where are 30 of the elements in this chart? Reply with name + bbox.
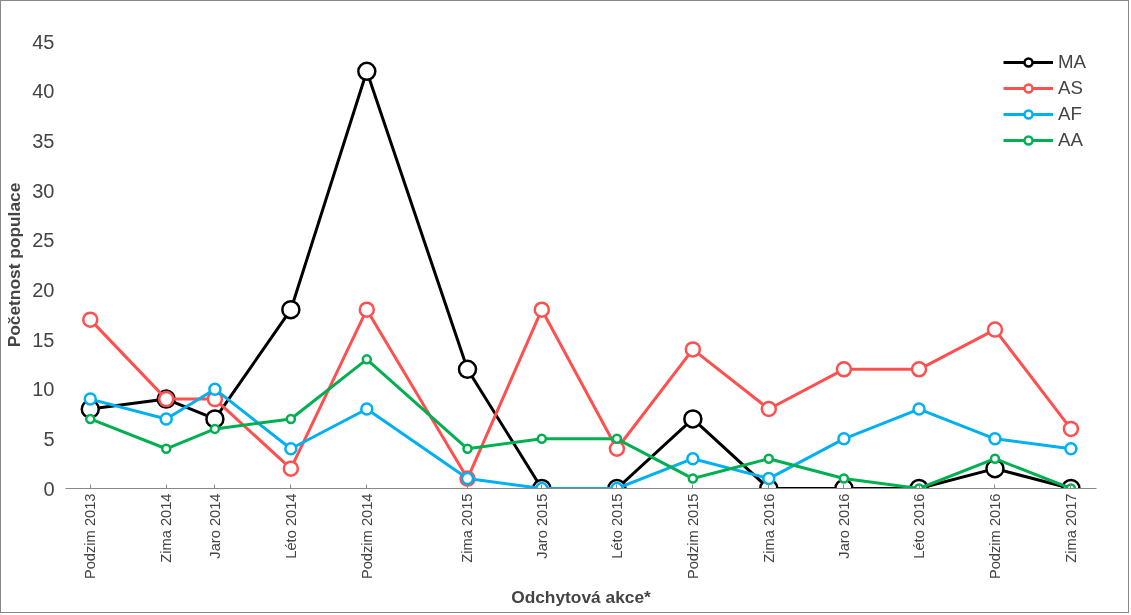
legend-label: MA xyxy=(1058,51,1086,73)
x-tick-label: Zima 2016 xyxy=(760,493,777,563)
x-tick-label: Podzim 2015 xyxy=(684,493,701,580)
x-tick-label: Podzim 2014 xyxy=(358,493,375,580)
x-tick-label: Zima 2017 xyxy=(1062,493,1079,563)
y-tick-label: 10 xyxy=(32,378,55,401)
x-tick-label: Jaro 2015 xyxy=(533,493,550,559)
x-axis-title: Odchytová akce* xyxy=(511,587,652,608)
y-tick-label: 30 xyxy=(32,179,55,202)
y-tick-label: 5 xyxy=(43,427,55,450)
y-tick-label: 0 xyxy=(43,477,55,500)
y-tick-label: 20 xyxy=(32,278,55,301)
x-tick-label: Jaro 2014 xyxy=(206,493,223,559)
x-tick-label: Zima 2015 xyxy=(459,493,476,563)
y-tick-label: 40 xyxy=(32,80,55,103)
y-tick-label: 25 xyxy=(32,229,55,252)
x-tick-label: Léto 2014 xyxy=(282,493,299,559)
x-tick-label: Léto 2015 xyxy=(608,493,625,559)
legend-label: AA xyxy=(1058,129,1083,151)
y-tick-label: 15 xyxy=(32,328,55,351)
x-tick-label: Zima 2014 xyxy=(158,493,175,563)
legend-label: AF xyxy=(1058,103,1082,125)
x-tick-label: Léto 2016 xyxy=(911,493,928,559)
x-tick-label: Podzim 2016 xyxy=(986,493,1003,580)
y-axis-title: Početnost populace xyxy=(4,182,25,348)
y-tick-label: 45 xyxy=(32,30,55,53)
x-tick-label: Podzim 2013 xyxy=(82,493,99,580)
y-tick-label: 35 xyxy=(32,129,55,152)
legend-label: AS xyxy=(1058,77,1083,99)
x-tick-label: Jaro 2016 xyxy=(835,493,852,559)
